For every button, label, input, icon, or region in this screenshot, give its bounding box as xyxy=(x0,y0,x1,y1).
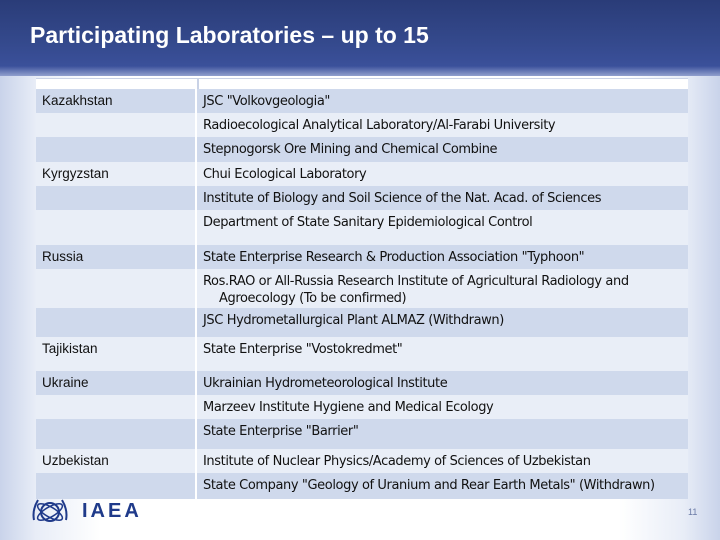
table-row: State Enterprise "Barrier" xyxy=(36,419,688,449)
lab-text-line2: Agroecology (To be confirmed) xyxy=(219,291,407,306)
country-cell: Kyrgyzstan xyxy=(36,162,197,186)
country-cell xyxy=(36,473,197,499)
lab-cell: State Enterprise Research & Production A… xyxy=(203,250,585,265)
lab-cell: State Enterprise "Vostokredmet" xyxy=(203,342,403,357)
table-row: Stepnogorsk Ore Mining and Chemical Comb… xyxy=(36,137,688,162)
page-number: 11 xyxy=(688,507,698,517)
lab-cell: Radioecological Analytical Laboratory/Al… xyxy=(203,118,556,133)
lab-cell: Marzeev Institute Hygiene and Medical Ec… xyxy=(203,400,494,415)
lab-cell: JSC "Volkovgeologia" xyxy=(203,94,331,109)
table-header-row xyxy=(36,78,688,89)
table-row: JSC Hydrometallurgical Plant ALMAZ (With… xyxy=(36,308,688,337)
lab-cell: Department of State Sanitary Epidemiolog… xyxy=(203,215,533,230)
table-row: State Company "Geology of Uranium and Re… xyxy=(36,473,688,499)
table-row: Marzeev Institute Hygiene and Medical Ec… xyxy=(36,395,688,419)
country-cell xyxy=(36,113,197,137)
slide-title: Participating Laboratories – up to 15 xyxy=(30,22,429,48)
country-cell xyxy=(36,137,197,162)
table-row: Ukraine Ukrainian Hydrometeorological In… xyxy=(36,371,688,395)
lab-cell: Ros.RAO or All-Russia Research Institute… xyxy=(197,269,688,308)
country-cell xyxy=(36,186,197,210)
lab-cell: JSC Hydrometallurgical Plant ALMAZ (With… xyxy=(203,313,504,328)
lab-cell: Institute of Biology and Soil Science of… xyxy=(203,191,602,206)
table-row: Department of State Sanitary Epidemiolog… xyxy=(36,210,688,245)
slide-header: Participating Laboratories – up to 15 xyxy=(0,0,720,76)
lab-cell: State Enterprise "Barrier" xyxy=(203,424,359,439)
country-cell xyxy=(36,395,197,419)
lab-cell: Chui Ecological Laboratory xyxy=(203,167,367,182)
lab-cell: State Company "Geology of Uranium and Re… xyxy=(203,478,655,493)
table-row: Uzbekistan Institute of Nuclear Physics/… xyxy=(36,449,688,473)
iaea-emblem-icon xyxy=(32,499,68,522)
country-cell: Ukraine xyxy=(36,371,197,395)
country-cell xyxy=(36,269,197,308)
country-cell xyxy=(36,210,197,245)
lab-text-line1: Ros.RAO or All-Russia Research Institute… xyxy=(203,274,629,289)
table-row: Kyrgyzstan Chui Ecological Laboratory xyxy=(36,162,688,186)
country-cell: Kazakhstan xyxy=(36,89,197,113)
table-row: Radioecological Analytical Laboratory/Al… xyxy=(36,113,688,137)
country-cell: Russia xyxy=(36,245,197,269)
iaea-logo-text: IAEA xyxy=(82,500,142,522)
lab-cell: Stepnogorsk Ore Mining and Chemical Comb… xyxy=(203,142,498,157)
table-row: Kazakhstan JSC "Volkovgeologia" xyxy=(36,89,688,113)
country-cell: Tajikistan xyxy=(36,337,197,371)
country-cell xyxy=(36,419,197,449)
table-row: Russia State Enterprise Research & Produ… xyxy=(36,245,688,269)
lab-cell: Institute of Nuclear Physics/Academy of … xyxy=(203,454,591,469)
country-cell xyxy=(36,308,197,337)
laboratories-table: Kazakhstan JSC "Volkovgeologia" Radioeco… xyxy=(36,78,688,499)
lab-cell: Ukrainian Hydrometeorological Institute xyxy=(203,376,448,391)
table-row: Institute of Biology and Soil Science of… xyxy=(36,186,688,210)
table-row: Ros.RAO or All-Russia Research Institute… xyxy=(36,269,688,308)
table-row: Tajikistan State Enterprise "Vostokredme… xyxy=(36,337,688,371)
country-cell: Uzbekistan xyxy=(36,449,197,473)
